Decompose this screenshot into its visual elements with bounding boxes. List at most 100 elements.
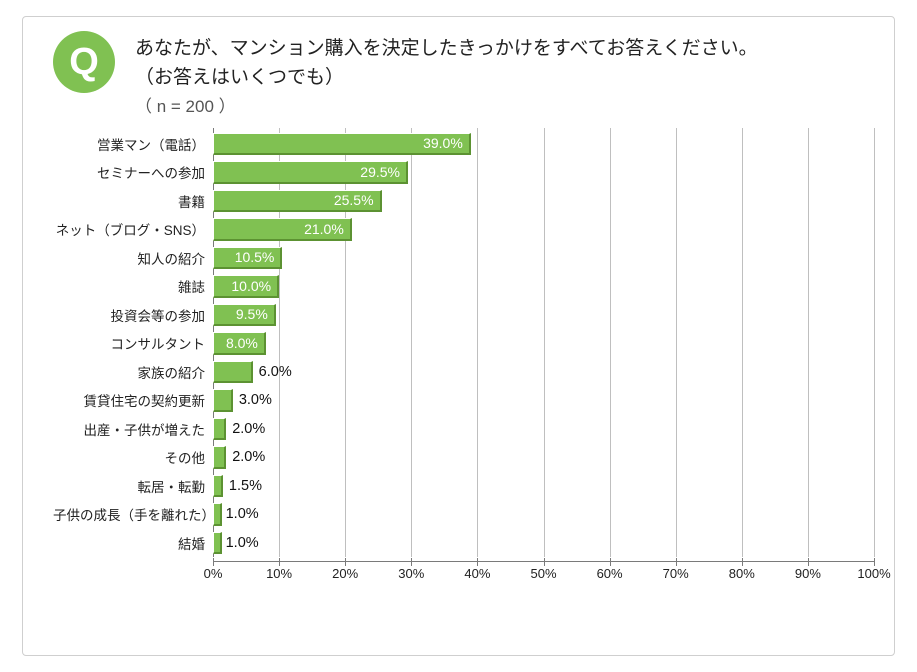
tick-mark: [477, 558, 478, 566]
bar-label: 家族の紹介: [53, 362, 213, 382]
bar-row: 雑誌 10.0%: [53, 272, 874, 301]
tick-label: 60%: [597, 566, 623, 581]
bar-label: 賃貸住宅の契約更新: [53, 390, 213, 410]
tick-label: 0%: [204, 566, 223, 581]
bar-plot-cell: 10.0%: [213, 272, 874, 301]
bar-row: 知人の紹介 10.5%: [53, 244, 874, 273]
bar-value: 1.0%: [220, 506, 259, 522]
bar-plot-cell: 1.5%: [213, 472, 874, 501]
bar-row: 出産・子供が増えた 2.0%: [53, 415, 874, 444]
bar-plot-cell: 29.5%: [213, 158, 874, 187]
title-block: あなたが、マンション購入を決定したきっかけをすべてお答えください。 （お答えはい…: [135, 31, 758, 120]
bar-plot-cell: 39.0%: [213, 130, 874, 159]
bar-label: 雑誌: [53, 276, 213, 296]
bar-plot-cell: 6.0%: [213, 358, 874, 387]
question-letter: Q: [69, 41, 99, 84]
bar-value: 3.0%: [233, 392, 272, 408]
tick-label: 90%: [795, 566, 821, 581]
card: Q あなたが、マンション購入を決定したきっかけをすべてお答えください。 （お答え…: [22, 16, 895, 656]
bar-label: 出産・子供が増えた: [53, 419, 213, 439]
bar: 10.5%: [213, 247, 282, 270]
bar-plot-cell: 1.0%: [213, 529, 874, 558]
tick-label: 80%: [729, 566, 755, 581]
bar-value: 10.5%: [235, 249, 275, 265]
tick-label: 40%: [464, 566, 490, 581]
bar-row: 書籍 25.5%: [53, 187, 874, 216]
bar-plot-cell: 3.0%: [213, 386, 874, 415]
bar: [213, 446, 226, 469]
bar-label: 書籍: [53, 191, 213, 211]
bar-plot-cell: 25.5%: [213, 187, 874, 216]
bar: [213, 418, 226, 441]
bar-row: ネット（ブログ・SNS） 21.0%: [53, 215, 874, 244]
bar-label: その他: [53, 447, 213, 467]
bar-plot-cell: 1.0%: [213, 500, 874, 529]
bar: [213, 503, 222, 526]
bar: [213, 532, 222, 555]
gridline: [874, 128, 875, 558]
bar-value: 8.0%: [226, 335, 258, 351]
tick-mark: [544, 558, 545, 566]
bar: [213, 361, 253, 384]
title-n: （ n = 200 ）: [135, 94, 758, 120]
tick-label: 70%: [663, 566, 689, 581]
bar-value: 6.0%: [253, 364, 292, 380]
tick-mark: [610, 558, 611, 566]
bar-label: 営業マン（電話）: [53, 134, 213, 154]
bar-label: 投資会等の参加: [53, 305, 213, 325]
tick-mark: [279, 558, 280, 566]
bar-plot-cell: 8.0%: [213, 329, 874, 358]
bar-row: 転居・転勤1.5%: [53, 472, 874, 501]
tick-mark: [676, 558, 677, 566]
bar: [213, 389, 233, 412]
bar-plot-cell: 2.0%: [213, 443, 874, 472]
bar-row: 賃貸住宅の契約更新 3.0%: [53, 386, 874, 415]
bar: 25.5%: [213, 190, 382, 213]
bar-label: セミナーへの参加: [53, 162, 213, 182]
bar-label: 知人の紹介: [53, 248, 213, 268]
tick-mark: [345, 558, 346, 566]
bar: 10.0%: [213, 275, 279, 298]
bar-value: 2.0%: [226, 421, 265, 437]
header: Q あなたが、マンション購入を決定したきっかけをすべてお答えください。 （お答え…: [53, 31, 874, 120]
bar-label: ネット（ブログ・SNS）: [53, 219, 213, 239]
bar: [213, 475, 223, 498]
bar-label: 子供の成長（手を離れた）: [53, 504, 213, 524]
bar-plot-cell: 21.0%: [213, 215, 874, 244]
page: Q あなたが、マンション購入を決定したきっかけをすべてお答えください。 （お答え…: [0, 0, 917, 672]
bar: 21.0%: [213, 218, 352, 241]
question-badge: Q: [53, 31, 115, 93]
bar-value: 1.5%: [223, 478, 262, 494]
bar-row: 結婚1.0%: [53, 529, 874, 558]
bar: 39.0%: [213, 133, 471, 156]
bar-value: 9.5%: [236, 306, 268, 322]
bar-plot-cell: 2.0%: [213, 415, 874, 444]
bar-row: セミナーへの参加 29.5%: [53, 158, 874, 187]
title-line-1: あなたが、マンション購入を決定したきっかけをすべてお答えください。: [135, 35, 758, 64]
bar-chart: 営業マン（電話） 39.0% セミナーへの参加 29.5% 書籍 25.5% ネット（ブログ…: [53, 130, 874, 584]
tick-label: 100%: [857, 566, 890, 581]
axis-plot: 0%10%20%30%40%50%60%70%80%90%100%: [213, 561, 874, 583]
bar: 9.5%: [213, 304, 276, 327]
tick-label: 20%: [332, 566, 358, 581]
tick-label: 30%: [398, 566, 424, 581]
tick-mark: [808, 558, 809, 566]
bar-value: 21.0%: [304, 221, 344, 237]
bar-plot-cell: 9.5%: [213, 301, 874, 330]
bar-label: コンサルタント: [53, 333, 213, 353]
tick-label: 50%: [530, 566, 556, 581]
bar-value: 1.0%: [220, 535, 259, 551]
title-line-2: （お答えはいくつでも）: [135, 64, 758, 93]
bar-value: 10.0%: [231, 278, 271, 294]
bar-row: 子供の成長（手を離れた） 1.0%: [53, 500, 874, 529]
bar-value: 29.5%: [360, 164, 400, 180]
bar-row: 営業マン（電話） 39.0%: [53, 130, 874, 159]
tick-mark: [411, 558, 412, 566]
bar: 29.5%: [213, 161, 408, 184]
bar-row: 家族の紹介 6.0%: [53, 358, 874, 387]
bar-value: 25.5%: [334, 192, 374, 208]
bar-value: 2.0%: [226, 449, 265, 465]
bar-rows: 営業マン（電話） 39.0% セミナーへの参加 29.5% 書籍 25.5% ネット（ブログ…: [53, 130, 874, 558]
bar-row: 投資会等の参加 9.5%: [53, 301, 874, 330]
bar-value: 39.0%: [423, 135, 463, 151]
